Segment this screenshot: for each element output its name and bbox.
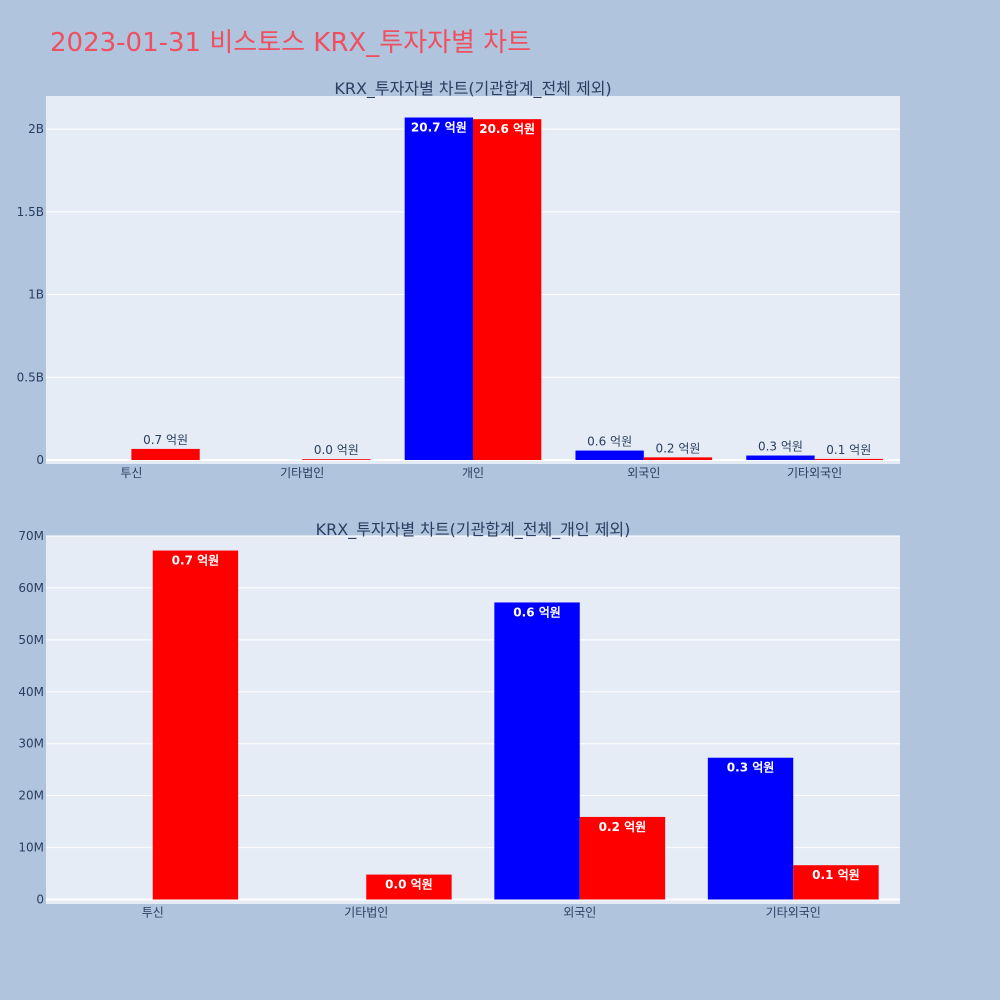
x-tick-label: 개인 bbox=[462, 466, 484, 480]
y-tick-label: 0 bbox=[36, 893, 44, 907]
x-tick-label: 외국인 bbox=[563, 906, 596, 920]
x-tick-label: 외국인 bbox=[627, 466, 660, 480]
y-tick-label: 30M bbox=[18, 737, 44, 751]
x-tick-label: 투신 bbox=[120, 466, 142, 480]
bar bbox=[579, 816, 666, 900]
x-tick-label: 기타외국인 bbox=[787, 466, 842, 480]
y-tick-label: 60M bbox=[18, 581, 44, 595]
bar bbox=[793, 865, 879, 900]
y-tick-label: 1B bbox=[28, 288, 44, 302]
y-tick-label: 1.5B bbox=[17, 205, 44, 219]
bar bbox=[131, 448, 200, 460]
y-tick-label: 50M bbox=[18, 633, 44, 647]
bar bbox=[302, 459, 371, 460]
chart-investor-bars: 0 0.5B 1B 1.5B 2B KRX_투자자별 차트(기관합계_전체 제외) 투신 0.… bbox=[17, 79, 900, 480]
y-tick-label: 20M bbox=[18, 789, 44, 803]
bar-value-label: 0.3 억원 bbox=[758, 440, 803, 454]
chart-subtitle: KRX_투자자별 차트(기관합계_전체_개인 제외) bbox=[316, 520, 631, 540]
bar-value-label: 20.7 억원 bbox=[411, 121, 467, 135]
bar bbox=[814, 458, 883, 460]
bar bbox=[473, 119, 542, 460]
chart-subtitle: KRX_투자자별 차트(기관합계_전체 제외) bbox=[334, 79, 611, 99]
bar bbox=[575, 450, 644, 460]
bar-value-label: 0.2 억원 bbox=[599, 820, 647, 834]
bar-value-label: 0.6 억원 bbox=[587, 435, 632, 449]
bar bbox=[152, 550, 239, 900]
y-tick-label: 10M bbox=[18, 841, 44, 855]
bar-value-label: 0.7 억원 bbox=[172, 554, 220, 568]
x-tick-label: 기타법인 bbox=[344, 906, 388, 920]
bar-value-label: 0.6 억원 bbox=[513, 605, 561, 619]
bar bbox=[643, 457, 713, 460]
y-tick-label: 0.5B bbox=[17, 370, 44, 384]
bar-value-label: 0.0 억원 bbox=[314, 443, 359, 457]
y-tick-label: 70M bbox=[18, 529, 44, 543]
bar-value-label: 0.1 억원 bbox=[826, 443, 871, 457]
bar-value-label: 0.7 억원 bbox=[143, 433, 188, 447]
y-tick-label: 0 bbox=[36, 453, 44, 467]
bar-value-label: 0.1 억원 bbox=[812, 868, 860, 882]
x-tick-label: 기타법인 bbox=[280, 466, 324, 480]
bar bbox=[707, 757, 794, 900]
bar-value-label: 0.0 억원 bbox=[385, 878, 433, 892]
bar bbox=[366, 874, 452, 900]
bar-value-label: 20.6 억원 bbox=[479, 122, 535, 136]
page-title: 2023-01-31 비스토스 KRX_투자자별 차트 bbox=[50, 28, 532, 58]
bar bbox=[746, 455, 815, 460]
bar bbox=[494, 602, 580, 900]
bar-value-label: 0.2 억원 bbox=[655, 441, 700, 455]
y-tick-label: 40M bbox=[18, 685, 44, 699]
bar bbox=[404, 117, 473, 460]
x-tick-label: 기타외국인 bbox=[766, 906, 821, 920]
x-tick-label: 투신 bbox=[142, 906, 164, 920]
y-tick-label: 2B bbox=[28, 122, 44, 136]
bar-value-label: 0.3 억원 bbox=[727, 761, 775, 775]
